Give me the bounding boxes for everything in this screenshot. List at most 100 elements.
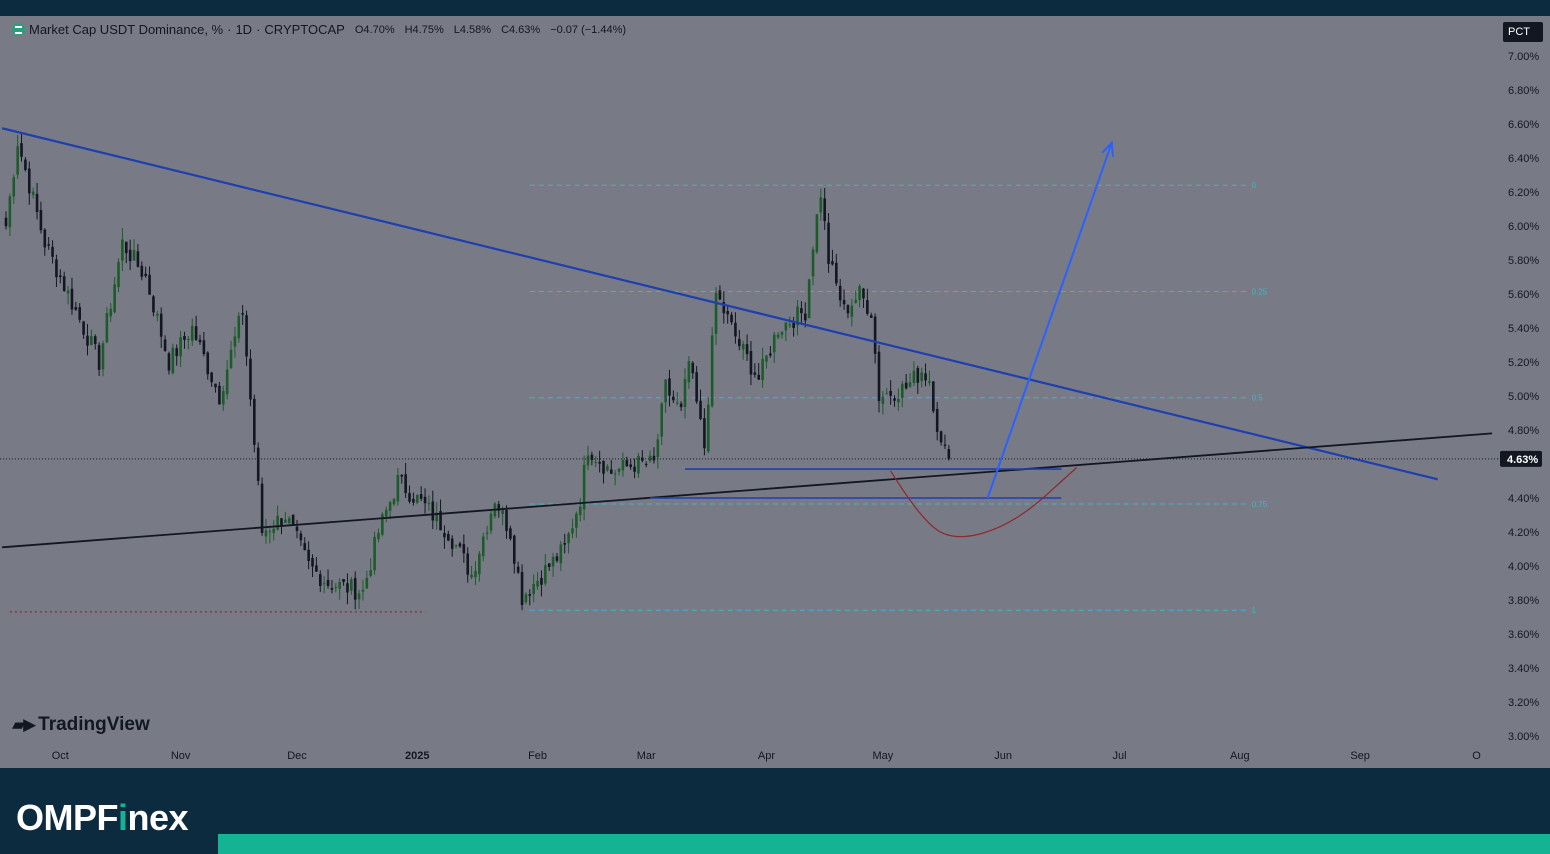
y-tick-label: 6.80%: [1508, 85, 1539, 97]
candle-body: [935, 408, 939, 432]
y-axis[interactable]: 7.00% 6.80% 6.60% 6.40% 6.20% 6.00% 5.80% 5.60%…: [1500, 51, 1542, 743]
candle-body: [140, 265, 144, 277]
candle-body: [811, 249, 815, 277]
x-tick-label: O: [1472, 750, 1481, 762]
candle-body: [866, 300, 869, 314]
y-tick-label: 4.80%: [1508, 425, 1539, 437]
candle-body: [900, 383, 904, 399]
fib-retracement[interactable]: 0 0.25 0.5 0.75 1: [529, 181, 1268, 615]
candle-body: [695, 372, 698, 402]
candle-body: [136, 251, 140, 267]
candle-body: [458, 543, 462, 547]
candle-body: [272, 528, 276, 533]
brand-part: nex: [127, 797, 189, 838]
candle-body: [194, 326, 198, 340]
candle-body: [571, 528, 574, 534]
candle-body: [617, 468, 621, 472]
x-axis[interactable]: Oct Nov Dec 2025 Feb Mar Apr May Jun Jul Aug Sep O: [52, 750, 1481, 762]
candle-body: [400, 474, 404, 477]
candle-body: [419, 494, 423, 499]
candle-body: [179, 337, 182, 357]
candle-body: [353, 577, 357, 600]
fib-level-label: 0.5: [1252, 394, 1264, 403]
candle-body: [567, 533, 570, 544]
candle-body: [233, 336, 237, 347]
y-tick-label: 5.20%: [1508, 357, 1539, 369]
chart-area[interactable]: [0, 16, 1550, 768]
y-tick-label: 3.00%: [1508, 731, 1539, 743]
candle-body: [280, 518, 283, 526]
candle-body: [454, 545, 458, 547]
candle-body: [124, 241, 128, 254]
candle-body: [474, 570, 477, 578]
candle-body: [381, 514, 384, 535]
candle-body: [877, 351, 881, 402]
candle-body: [249, 358, 252, 400]
candle-body: [326, 580, 330, 586]
symbol-legend[interactable]: Market Cap USDT Dominance, % · 1D · CRYP…: [12, 22, 626, 37]
fib-level-label: 0.75: [1252, 500, 1268, 509]
candle-body: [307, 549, 310, 561]
tether-icon: [12, 23, 25, 36]
candle-body: [575, 513, 578, 528]
candle-body: [532, 583, 535, 595]
candle-body: [497, 504, 501, 511]
candle-body: [815, 214, 819, 253]
candle-body: [928, 381, 931, 383]
candle-body: [43, 229, 47, 248]
candle-body: [644, 463, 648, 465]
candle-body: [408, 493, 411, 502]
candle-body: [20, 143, 23, 157]
candle-body: [776, 334, 780, 338]
tradingview-mark-icon: ▰▶: [12, 715, 36, 734]
candle-body: [741, 343, 745, 350]
candle-body: [769, 353, 772, 356]
candle-body: [31, 191, 35, 195]
price-chart[interactable]: 0 0.25 0.5 0.75 1 7.00% 6.80% 6.60% 6.40% 6.20% 6…: [0, 0, 1550, 768]
candle-body: [322, 583, 326, 585]
candle-body: [128, 249, 132, 262]
footer-accent-stripe: [218, 834, 1550, 854]
candle-body: [516, 566, 520, 573]
y-tick-label: 6.60%: [1508, 119, 1539, 131]
data-source: CRYPTOCAP: [264, 22, 345, 37]
candle-body: [862, 288, 865, 299]
candle-body: [660, 403, 664, 437]
candle-body: [586, 455, 590, 466]
candle-body: [772, 334, 776, 353]
candle-body: [117, 261, 120, 288]
candle-body: [757, 374, 761, 380]
candle-body: [675, 402, 679, 404]
candle-body: [858, 285, 861, 301]
candle-body: [171, 347, 175, 374]
candle-body: [691, 362, 695, 374]
percent-scale-button[interactable]: PCT: [1503, 22, 1543, 42]
candle-body: [105, 313, 109, 343]
candle-body: [722, 302, 726, 314]
symbol-name[interactable]: Market Cap USDT Dominance, %: [29, 22, 224, 37]
candle-body: [559, 544, 563, 564]
ascending-support-trendline[interactable]: [2, 432, 1493, 549]
candle-body: [745, 344, 749, 355]
candle-body: [939, 431, 943, 443]
interval[interactable]: 1D: [235, 22, 253, 37]
candle-body: [652, 455, 656, 461]
candle-body: [206, 352, 210, 375]
candle-body: [74, 307, 78, 310]
drawings[interactable]: [0, 127, 1498, 613]
projection-curve[interactable]: [890, 466, 1078, 538]
y-tick-label: 6.20%: [1508, 187, 1539, 199]
projection-arrow[interactable]: [986, 142, 1113, 499]
candle-body: [35, 193, 39, 213]
candle-body: [594, 461, 598, 463]
candle-body: [284, 519, 287, 523]
y-tick-label: 3.20%: [1508, 697, 1539, 709]
candle-body: [443, 533, 446, 538]
candle-body: [753, 372, 757, 375]
candle-body: [873, 316, 877, 354]
descending-resistance-trendline[interactable]: [1, 127, 1438, 481]
candle-body: [190, 325, 194, 341]
legend-separator: ·: [227, 22, 232, 37]
candle-body: [62, 276, 66, 291]
candle-body: [357, 593, 361, 600]
